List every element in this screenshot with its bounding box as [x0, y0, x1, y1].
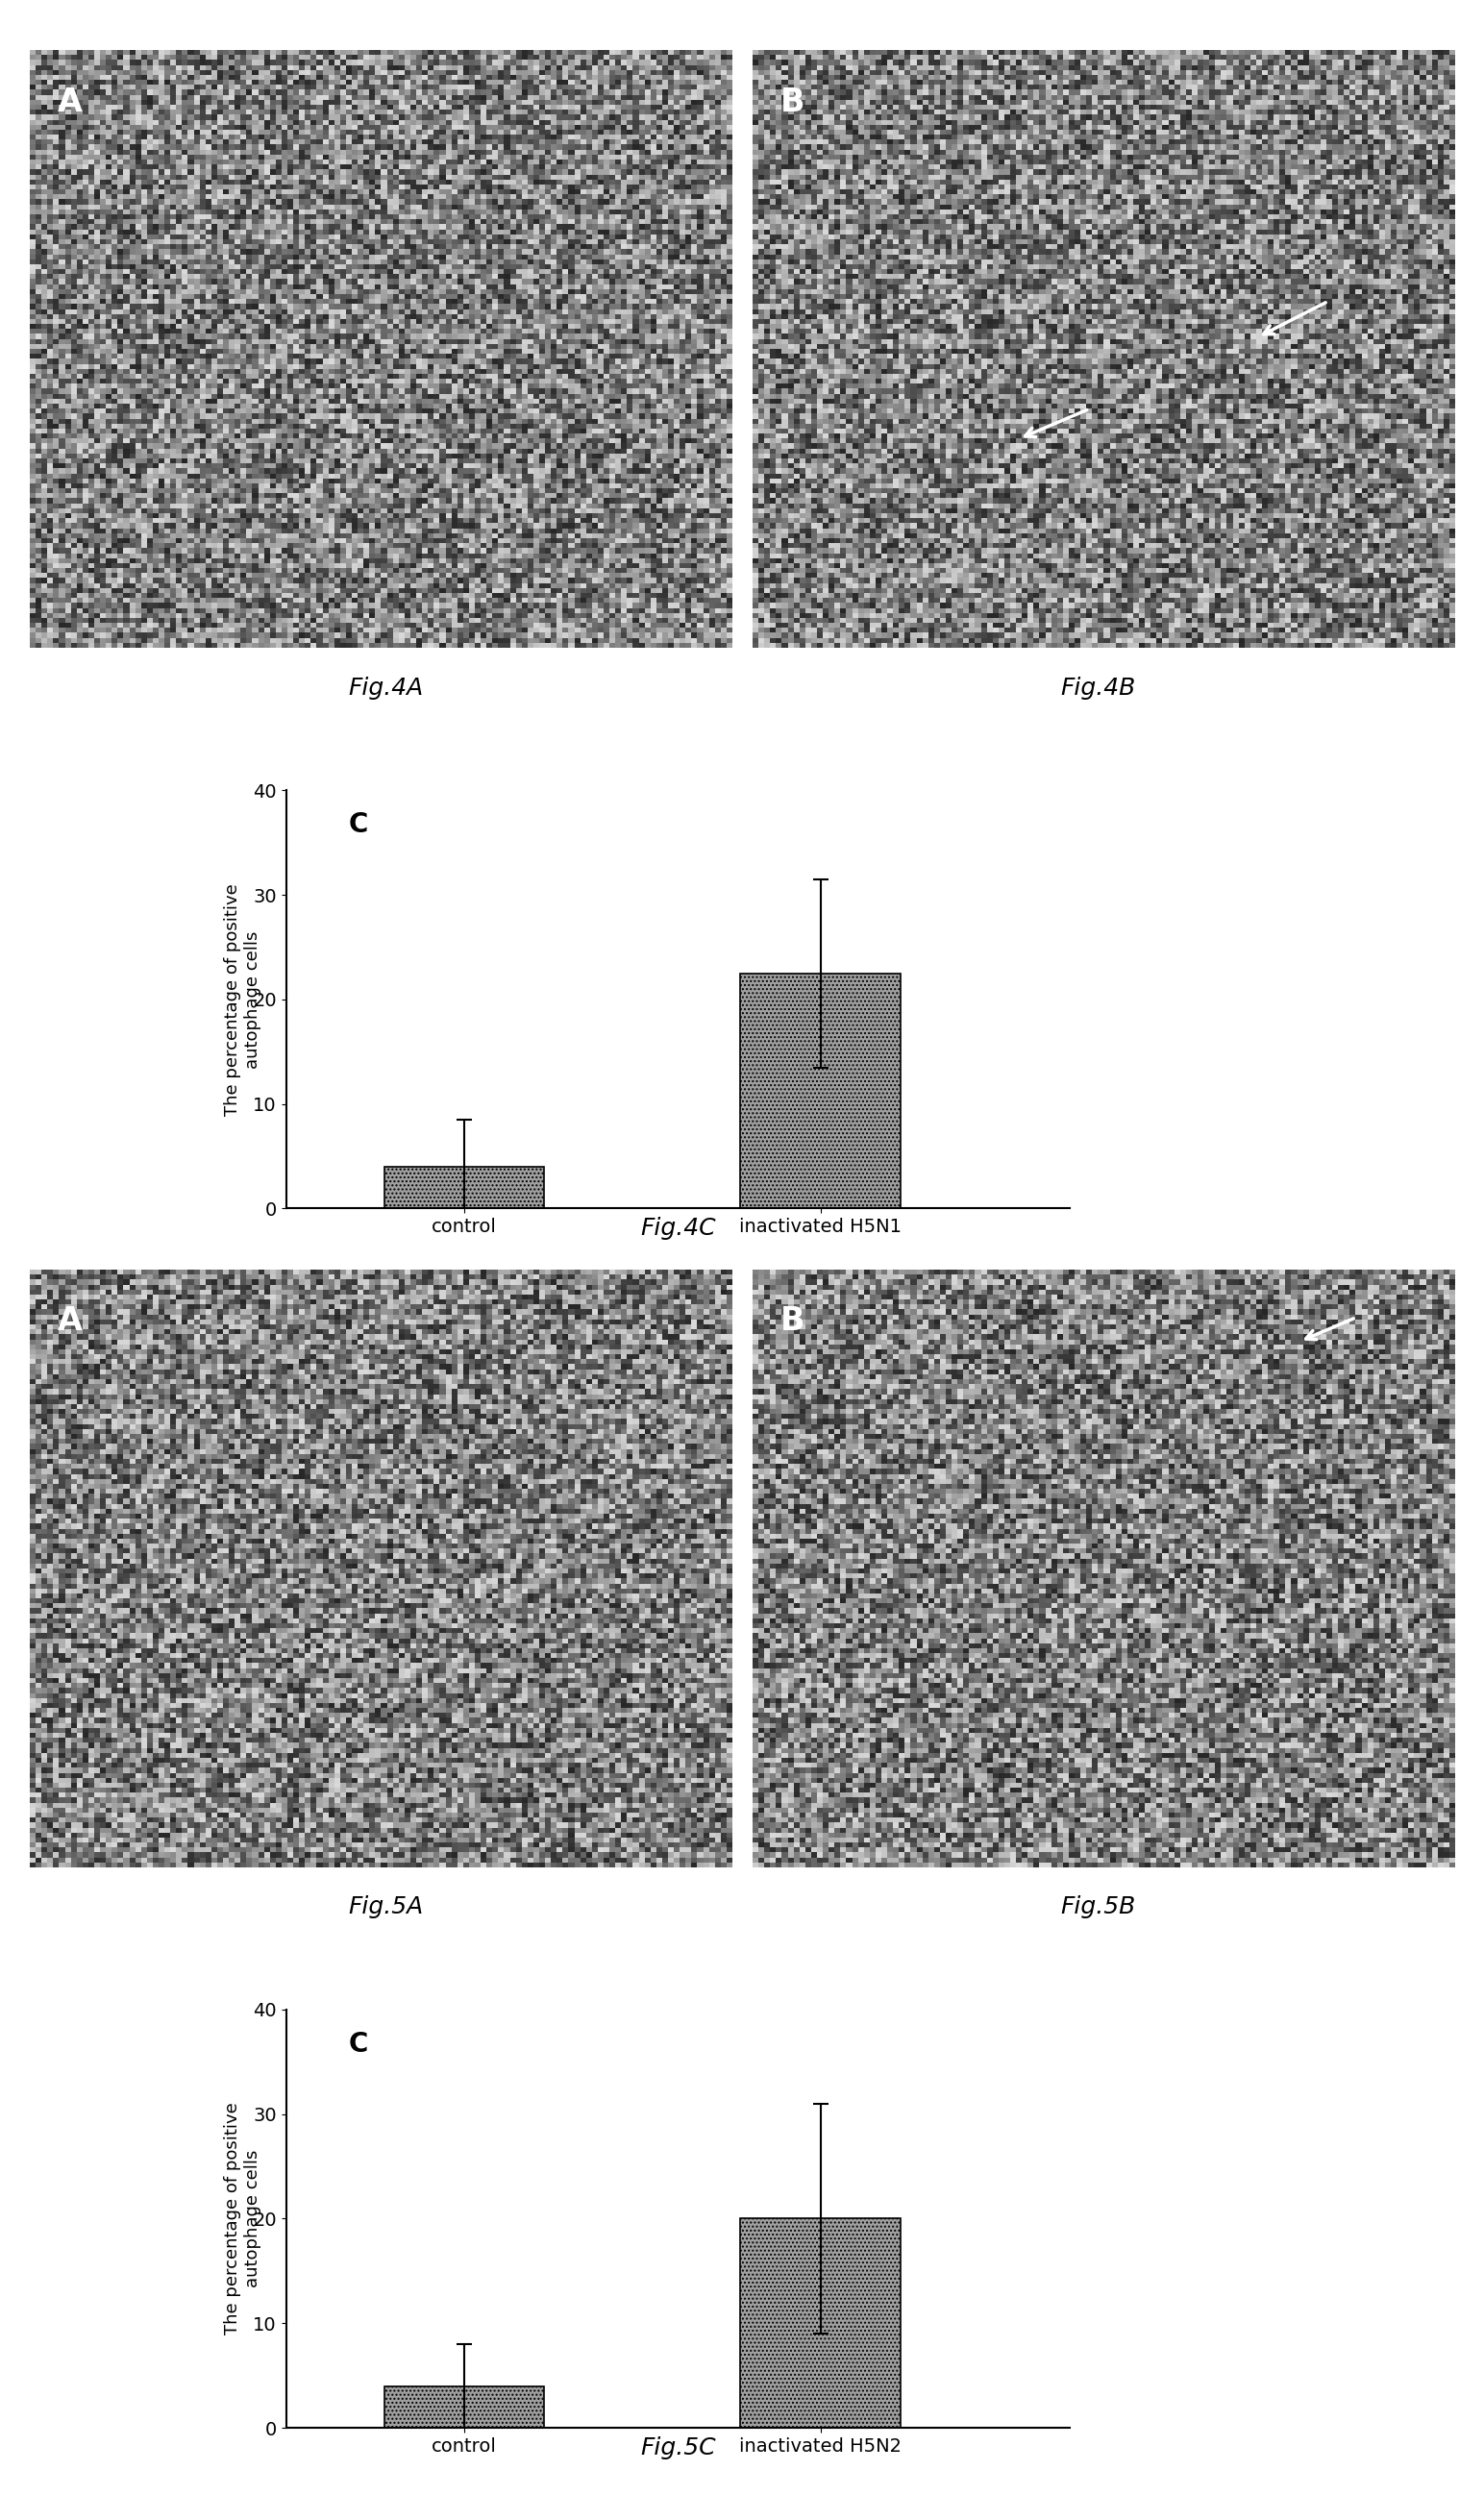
Text: Fig.5C: Fig.5C: [640, 2437, 715, 2460]
Text: Fig.5A: Fig.5A: [349, 1895, 423, 1918]
Text: B: B: [781, 86, 806, 118]
Text: Fig.4C: Fig.4C: [640, 1217, 715, 1240]
Text: Fig.4A: Fig.4A: [349, 675, 423, 698]
Text: Fig.5B: Fig.5B: [1061, 1895, 1135, 1918]
Text: A: A: [58, 86, 83, 118]
Text: A: A: [58, 1305, 83, 1338]
Text: B: B: [781, 1305, 806, 1338]
Text: Fig.4B: Fig.4B: [1061, 675, 1135, 698]
